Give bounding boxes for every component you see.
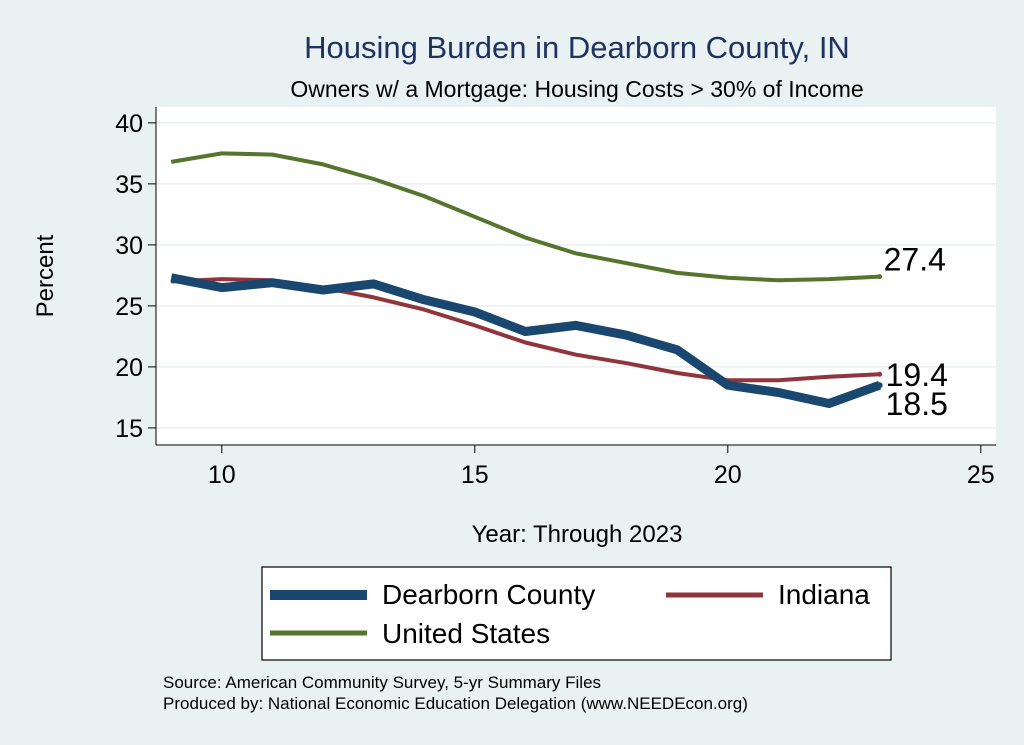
legend: Dearborn County Indiana United States — [261, 566, 892, 661]
y-tick-label-15: 15 — [115, 415, 143, 443]
x-axis-ticks: 10 15 20 25 — [208, 445, 995, 489]
y-tick-label-30: 30 — [115, 232, 143, 260]
y-axis-title: Percent — [32, 234, 59, 317]
x-tick-label-15: 15 — [461, 461, 489, 489]
end-label-indiana: 19.4 — [886, 357, 948, 393]
series-lines — [170, 151, 883, 408]
legend-label-dearborn: Dearborn County — [382, 579, 595, 610]
x-tick-label-20: 20 — [714, 461, 742, 489]
chart-subtitle: Owners w/ a Mortgage: Housing Costs > 30… — [290, 76, 863, 102]
chart-title: Housing Burden in Dearborn County, IN — [304, 30, 850, 65]
x-tick-label-25: 25 — [967, 461, 995, 489]
series-line-dearborn — [170, 273, 882, 408]
end-label-dearborn: 18.5 — [886, 386, 948, 422]
end-label-us: 27.4 — [884, 242, 946, 278]
y-tick-label-35: 35 — [115, 171, 143, 199]
series-end-point-dearborn — [876, 382, 883, 389]
x-axis-title: Year: Through 2023 — [472, 521, 683, 548]
x-tick-label-10: 10 — [208, 461, 236, 489]
series-end-point-us — [877, 274, 883, 280]
y-tick-label-20: 20 — [115, 354, 143, 382]
y-axis-ticks: 15 20 25 30 35 40 — [115, 110, 156, 443]
source-note: Source: American Community Survey, 5-yr … — [163, 673, 601, 692]
end-labels: 18.519.4 27.4 — [884, 242, 948, 423]
producer-note: Produced by: National Economic Education… — [163, 694, 748, 713]
y-tick-label-25: 25 — [115, 293, 143, 321]
legend-box — [261, 566, 892, 661]
y-tick-label-40: 40 — [115, 110, 143, 138]
series-line-us — [170, 151, 880, 283]
legend-label-indiana: Indiana — [778, 579, 870, 610]
legend-label-us: United States — [382, 618, 550, 649]
gridlines — [156, 122, 996, 429]
series-end-point-indiana — [877, 371, 883, 377]
